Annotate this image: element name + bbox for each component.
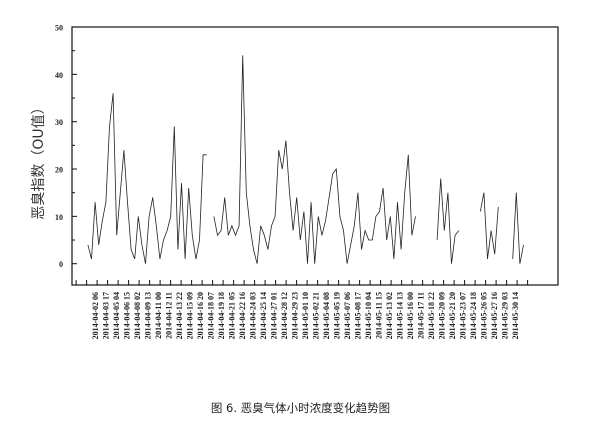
x-tick-label: 2014-05-02 21 xyxy=(312,292,321,339)
x-tick-label: 2014-04-16 20 xyxy=(196,292,205,339)
x-tick-label: 2014-04-29 23 xyxy=(291,292,300,339)
x-tick-label: 2014-04-25 14 xyxy=(259,292,268,339)
x-tick-label: 2014-04-21 05 xyxy=(228,292,237,339)
x-tick-label: 2014-05-30 14 xyxy=(511,292,520,339)
x-tick-label: 2014-05-10 04 xyxy=(364,292,373,339)
series-line xyxy=(87,55,524,264)
x-tick-label: 2014-05-29 03 xyxy=(501,292,510,339)
x-tick-label: 2014-04-22 16 xyxy=(238,292,247,339)
x-tick-label: 2014-04-28 12 xyxy=(280,292,289,339)
x-tick-label: 2014-04-27 01 xyxy=(270,292,279,339)
series-segment xyxy=(479,192,499,260)
x-tick-label: 2014-04-19 18 xyxy=(217,292,226,339)
x-tick-label: 2014-05-14 13 xyxy=(396,292,405,339)
x-tick-label: 2014-04-06 15 xyxy=(123,292,132,339)
x-tick-label: 2014-04-18 07 xyxy=(207,292,216,339)
x-axis: 2014-04-02 06 2014-04-03 17 2014-04-05 04 2… xyxy=(75,280,529,339)
figure-caption: 图 6. 恶臭气体小时浓度变化趋势图 xyxy=(210,401,391,415)
x-tick-label: 2014-04-13 22 xyxy=(175,292,184,339)
x-tick-label: 2014-04-09 13 xyxy=(144,292,153,339)
x-tick-label: 2014-05-24 18 xyxy=(469,292,478,339)
y-tick-label: 40 xyxy=(55,71,63,80)
y-tick-label: 10 xyxy=(55,213,63,222)
x-tick-label: 2014-05-04 08 xyxy=(322,292,331,339)
y-tick-label: 30 xyxy=(55,118,63,127)
x-tick-label: 2014-05-08 17 xyxy=(354,292,363,339)
y-axis-label: 恶臭指数（OU值） xyxy=(31,100,47,219)
x-tick-label: 2014-05-20 09 xyxy=(438,292,447,339)
x-tick-label: 2014-05-13 02 xyxy=(385,292,394,339)
series-segment xyxy=(87,93,207,264)
x-tick-label: 2014-05-27 16 xyxy=(490,292,499,339)
series-segment xyxy=(213,55,416,264)
x-tick-label: 2014-05-26 05 xyxy=(480,292,489,339)
x-tick-label: 2014-05-07 06 xyxy=(343,292,352,339)
x-tick-label: 2014-05-01 10 xyxy=(301,292,310,339)
x-tick-label: 2014-04-03 17 xyxy=(102,292,111,339)
y-tick-label: 50 xyxy=(55,24,63,33)
x-tick-label: 2014-04-24 03 xyxy=(249,292,258,339)
x-tick-label: 2014-05-05 19 xyxy=(333,292,342,339)
x-tick-label: 2014-05-11 15 xyxy=(375,292,384,339)
x-tick-label: 2014-04-12 11 xyxy=(165,292,174,339)
series-segment xyxy=(512,192,524,264)
y-tick-label: 0 xyxy=(59,260,63,269)
x-tick-label: 2014-04-05 04 xyxy=(112,292,121,339)
x-tick-label: 2014-04-02 06 xyxy=(91,292,100,339)
x-tick-label: 2014-05-23 07 xyxy=(459,292,468,339)
series-segment xyxy=(436,178,460,264)
x-tick-label: 2014-05-17 11 xyxy=(417,292,426,339)
x-tick-label: 2014-04-15 09 xyxy=(186,292,195,339)
y-axis: 0 10 20 30 40 50 xyxy=(55,24,77,269)
x-tick-label: 2014-04-11 00 xyxy=(154,292,163,339)
plot-frame xyxy=(71,26,559,286)
x-tick-label: 2014-05-21 20 xyxy=(448,292,457,339)
x-tick-label: 2014-05-18 22 xyxy=(427,292,436,339)
x-tick-label: 2014-04-08 02 xyxy=(133,292,142,339)
y-tick-label: 20 xyxy=(55,166,63,175)
x-tick-label: 2014-05-16 00 xyxy=(406,292,415,339)
